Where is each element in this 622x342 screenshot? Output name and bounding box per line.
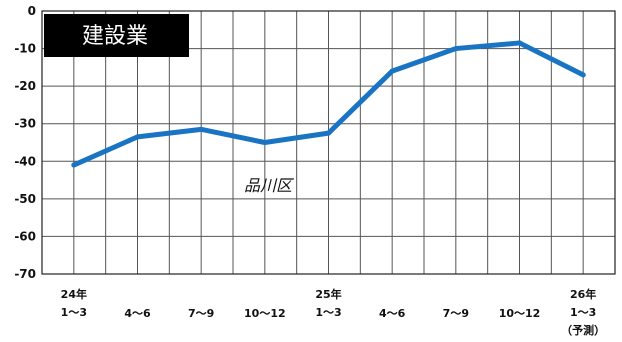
x-tick-label: 1〜3	[315, 306, 341, 319]
data-point	[198, 126, 204, 132]
series-label: 品川区	[244, 176, 294, 195]
data-point	[453, 46, 459, 52]
y-tick-label: -60	[14, 229, 36, 243]
x-tick-label: 24年	[61, 287, 87, 301]
x-tick-label: 7〜9	[188, 307, 214, 320]
y-tick-label: -40	[14, 154, 36, 168]
y-axis: 0 -10 -20 -30 -40 -50 -60 -70	[14, 4, 36, 281]
x-tick-label: 4〜6	[379, 307, 406, 320]
chart-title: 建設業	[82, 24, 148, 49]
series	[71, 40, 586, 168]
data-point	[580, 72, 586, 78]
plot-border	[41, 10, 616, 275]
x-tick-label: 10〜12	[244, 307, 286, 320]
y-tick-label: -70	[14, 267, 36, 281]
y-tick-label: -10	[14, 42, 36, 56]
data-point	[326, 130, 331, 136]
data-point	[262, 140, 268, 145]
x-axis: 24年 1〜3 4〜6 7〜9 10〜12 25年 1〜3 4〜6 7〜9 10〜12 26年 1〜3…	[61, 287, 605, 337]
data-point	[71, 162, 77, 168]
x-tick-label: 4〜6	[124, 307, 151, 320]
x-tick-label: （予測）	[561, 323, 605, 337]
y-tick-label: -20	[14, 79, 36, 93]
x-tick-label: 26年	[570, 287, 596, 301]
data-point	[517, 40, 522, 46]
y-tick-label: 0	[28, 4, 36, 18]
data-point	[389, 68, 395, 74]
y-tick-label: -30	[14, 117, 36, 131]
x-tick-label: 7〜9	[443, 307, 469, 320]
x-tick-label: 1〜3	[570, 306, 596, 319]
title-box	[44, 14, 189, 57]
x-tick-label: 25年	[315, 287, 341, 301]
x-tick-label: 1〜3	[61, 306, 87, 319]
y-tick-label: -50	[14, 192, 36, 206]
data-point	[135, 134, 140, 140]
x-tick-label: 10〜12	[499, 307, 541, 320]
